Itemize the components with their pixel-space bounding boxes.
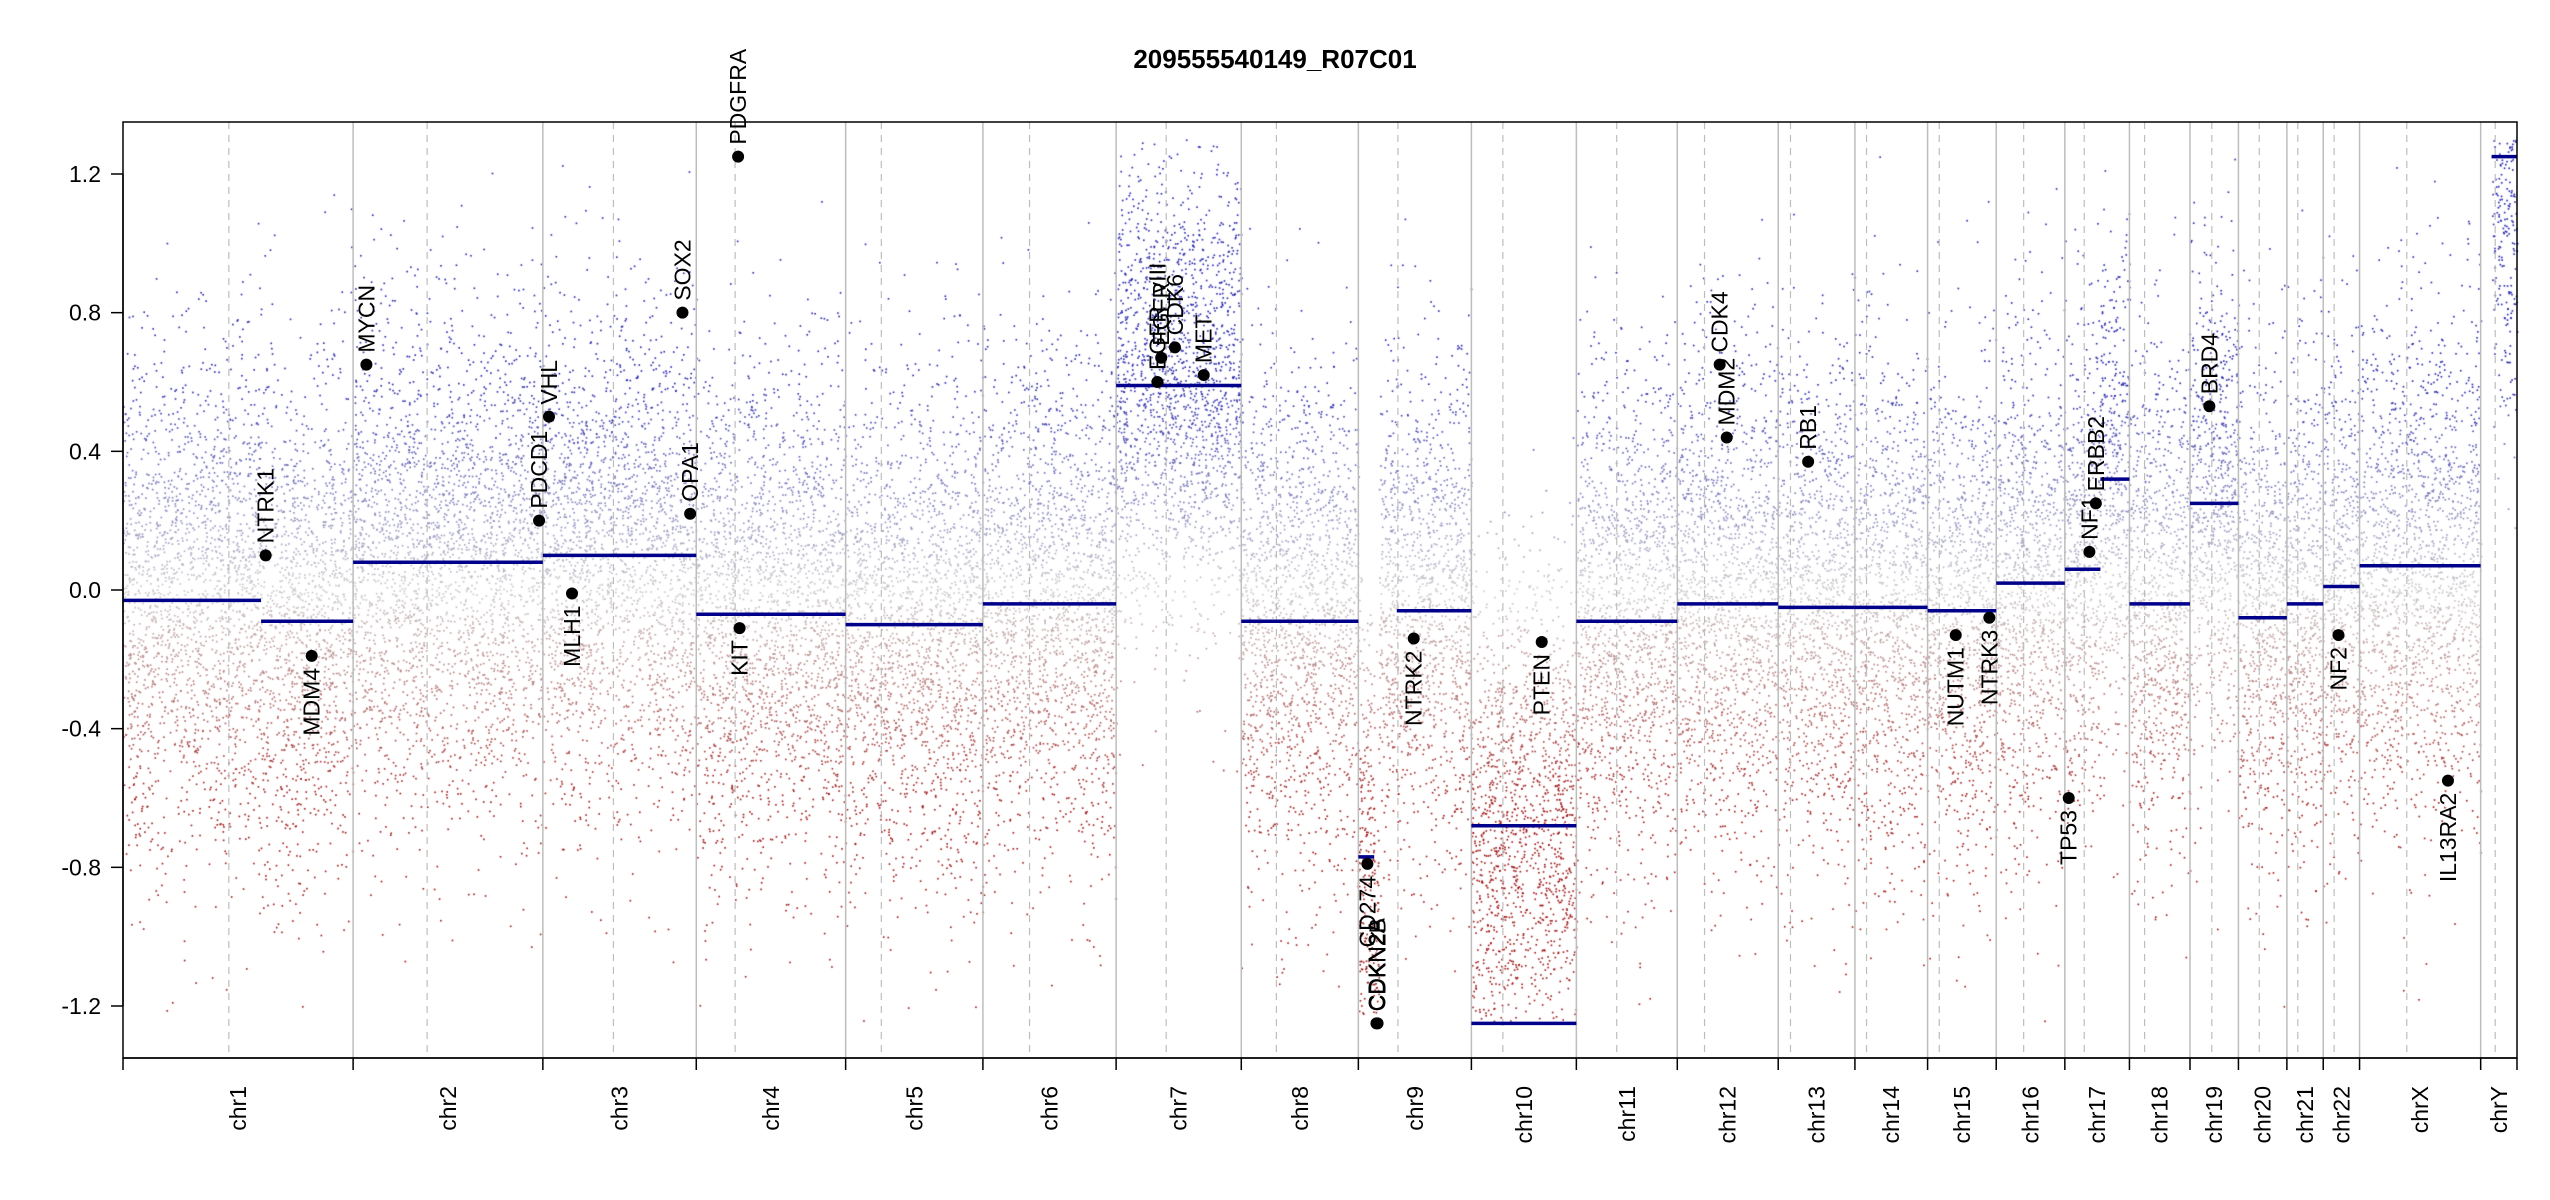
gene-point [1361,857,1374,870]
gene-label: CDKN2B [1365,918,1391,1011]
x-tick-label: chr3 [607,1086,633,1131]
x-tick-label: chr13 [1804,1086,1830,1144]
gene-point [305,649,318,662]
gene-label: NTRK3 [1976,630,2002,705]
x-tick-label: chr20 [2250,1086,2276,1144]
y-tick-label: -0.8 [61,854,101,880]
chromosome-grid [228,122,2496,1058]
gene-label: VHL [536,360,562,405]
x-tick-label: chr10 [1511,1086,1537,1144]
gene-label: MDM4 [299,668,325,736]
x-tick-label: chr6 [1037,1086,1063,1131]
x-tick-label: chr18 [2147,1086,2173,1144]
gene-label: NTRK2 [1401,651,1427,726]
y-axis: -1.2 -0.8 -0.4 0.0 0.4 0.8 1.2 [61,161,124,1019]
y-tick-label: 0.8 [69,300,101,326]
gene-point [2062,792,2075,804]
gene-point [1155,351,1168,364]
gene-label: NF2 [2325,647,2351,690]
gene-point [2089,497,2102,510]
gene-point [1983,611,1996,624]
x-tick-label: chr2 [435,1086,461,1131]
gene-label: EGFR_vIII [1144,263,1170,370]
x-tick-label: chrX [2407,1086,2433,1133]
gene-label: PDCD1 [526,431,552,509]
gene-point [1371,1017,1384,1030]
gene-point [684,507,697,520]
gene-point [1720,431,1733,444]
gene-label: CDK4 [1707,291,1733,353]
gene-label: CDK6 [1162,274,1188,335]
gene-point [2203,400,2216,413]
gene-annotations: NTRK1 MDM4 MYCN PDCD1 VHL MLH1 SOX2 OPA1 PDGFRA K… [253,48,2461,1030]
x-tick-label: chr1 [225,1086,251,1131]
gene-point [676,306,689,319]
gene-label: KIT [727,640,753,676]
gene-label: ERBB2 [2083,416,2109,491]
y-tick-label: -1.2 [61,993,101,1019]
gene-point [2332,629,2345,642]
segments [123,154,2517,1026]
chart-title: 209555540149_R07C01 [1133,44,1417,74]
y-tick-label: 0.4 [69,438,101,464]
x-tick-label: chr12 [1715,1086,1741,1144]
gene-label: IL13RA2 [2435,793,2461,883]
x-tick-label: chr8 [1287,1086,1313,1131]
y-tick-label: -0.4 [61,716,101,742]
gene-point [1802,455,1815,468]
x-tick-label: chr4 [758,1086,784,1131]
gene-label: MLH1 [559,605,585,666]
gene-label: RB1 [1795,405,1821,450]
y-tick-label: 1.2 [69,161,101,187]
plot-frame [122,121,2518,1059]
gene-point [1151,376,1164,388]
gene-label: CD274 [1354,876,1380,948]
x-tick-label: chr7 [1166,1086,1192,1131]
gene-point [1168,341,1181,354]
gene-point [542,410,555,423]
x-tick-label: chrY [2486,1086,2512,1133]
gene-point [1535,636,1548,648]
gene-label: MYCN [353,285,379,353]
gene-point [1713,358,1726,371]
gene-point [360,358,373,371]
x-tick-label: chr22 [2328,1086,2354,1144]
gene-label: TP53 [2056,810,2082,865]
gene-label: PDGFRA [725,48,751,145]
x-tick-label: chr11 [1614,1086,1640,1142]
gene-label: NUTM1 [1943,647,1969,726]
gene-label: BRD4 [2196,333,2222,395]
gene-point [566,587,579,600]
x-tick-label: chr16 [2018,1086,2044,1144]
gene-label: MET [1191,315,1217,364]
gene-point [732,150,745,163]
gene-point [259,549,272,562]
gene-point [733,622,746,635]
x-axis: chr1 chr2 chr3 chr4 chr5 chr6 chr7 chr8 chr9 chr1… [122,1057,2518,1144]
x-tick-label: chr21 [2292,1086,2318,1144]
x-tick-label: chr5 [901,1086,927,1131]
gene-label: CDKN2A [1363,917,1389,1011]
x-tick-label: chr17 [2084,1086,2110,1144]
gene-label: OPA1 [677,442,703,502]
gene-label: SOX2 [669,239,695,300]
x-tick-label: chr9 [1402,1086,1428,1131]
gene-point [2083,545,2096,558]
gene-point [2441,774,2454,787]
y-tick-label: 0.0 [69,577,101,603]
gene-point [533,514,546,527]
gene-label: PTEN [1529,654,1555,715]
gene-label: EGFR [1148,282,1174,346]
x-tick-label: chr14 [1878,1086,1904,1144]
gene-point [1407,632,1420,645]
gene-point [1197,369,1210,382]
x-tick-label: chr19 [2201,1086,2227,1144]
gene-point [1949,629,1962,642]
gene-label: NTRK1 [253,468,279,543]
x-tick-label: chr15 [1949,1086,1975,1144]
